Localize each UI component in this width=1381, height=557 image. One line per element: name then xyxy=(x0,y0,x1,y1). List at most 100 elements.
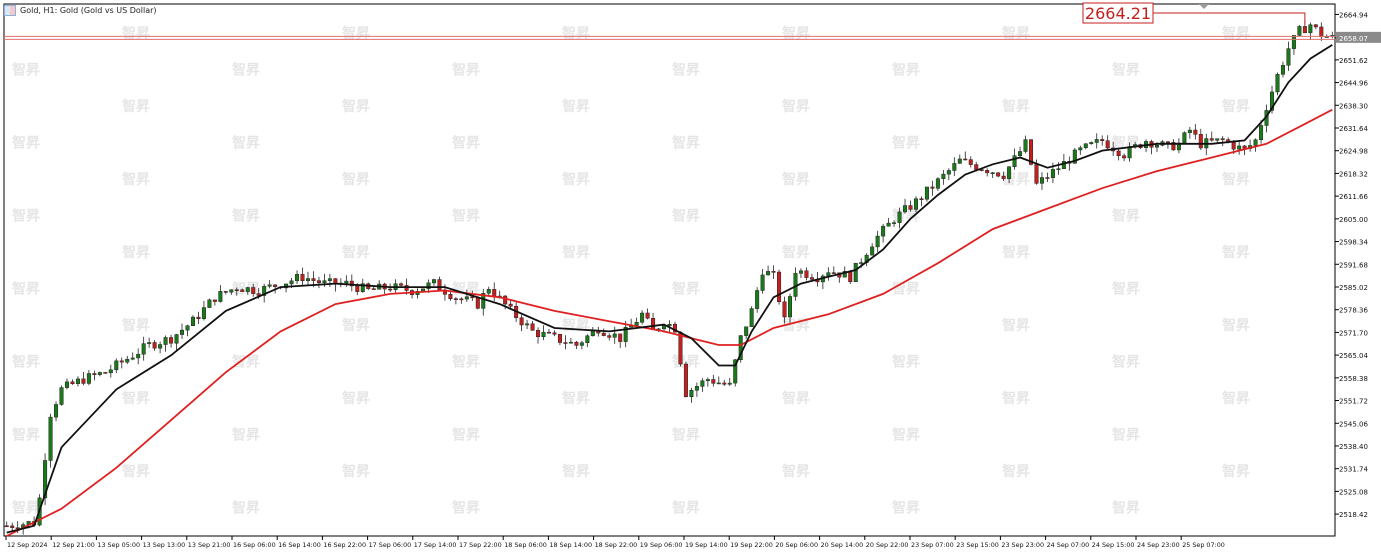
candle[interactable] xyxy=(552,332,557,335)
candle[interactable] xyxy=(892,222,897,224)
candle[interactable] xyxy=(503,295,508,305)
candle[interactable] xyxy=(705,379,710,382)
candle[interactable] xyxy=(262,286,267,296)
candle[interactable] xyxy=(546,331,552,334)
candle[interactable] xyxy=(54,404,59,418)
candle[interactable] xyxy=(48,416,53,461)
candle[interactable] xyxy=(1094,139,1099,143)
candle[interactable] xyxy=(196,316,201,319)
candle[interactable] xyxy=(251,287,256,294)
candle[interactable] xyxy=(305,278,310,281)
candle[interactable] xyxy=(875,235,880,248)
candle[interactable] xyxy=(557,333,562,343)
candle[interactable] xyxy=(826,272,831,277)
candle[interactable] xyxy=(1078,147,1083,151)
candle[interactable] xyxy=(678,331,683,365)
candle[interactable] xyxy=(749,308,754,328)
candle[interactable] xyxy=(640,312,645,323)
candle[interactable] xyxy=(579,342,584,346)
candle[interactable] xyxy=(10,525,15,528)
candle[interactable] xyxy=(344,280,349,284)
candle[interactable] xyxy=(1007,166,1012,179)
candle[interactable] xyxy=(979,169,984,171)
candle[interactable] xyxy=(1012,155,1017,167)
candle[interactable] xyxy=(470,296,475,299)
candle[interactable] xyxy=(1280,65,1285,75)
candle[interactable] xyxy=(1187,129,1192,133)
candle[interactable] xyxy=(1023,139,1028,152)
candle[interactable] xyxy=(1116,150,1121,156)
candle[interactable] xyxy=(886,222,891,227)
candle[interactable] xyxy=(1319,26,1324,38)
candle[interactable] xyxy=(590,330,595,337)
candle[interactable] xyxy=(371,288,376,290)
candle[interactable] xyxy=(190,316,195,326)
candle[interactable] xyxy=(1001,175,1006,179)
candle[interactable] xyxy=(612,333,617,338)
candle[interactable] xyxy=(1061,161,1066,170)
candle[interactable] xyxy=(683,363,688,397)
candle[interactable] xyxy=(623,326,628,342)
candle[interactable] xyxy=(218,291,223,302)
candle[interactable] xyxy=(831,272,836,274)
candle[interactable] xyxy=(1313,24,1318,28)
candle[interactable] xyxy=(59,387,64,405)
candle[interactable] xyxy=(245,287,250,292)
candle[interactable] xyxy=(1286,48,1291,66)
candle[interactable] xyxy=(996,172,1001,177)
candle[interactable] xyxy=(859,262,864,264)
candle[interactable] xyxy=(541,331,546,338)
candle[interactable] xyxy=(97,372,102,375)
candle[interactable] xyxy=(585,335,590,343)
candle[interactable] xyxy=(766,271,771,276)
candle[interactable] xyxy=(388,288,393,291)
candle[interactable] xyxy=(464,296,469,300)
candle[interactable] xyxy=(985,170,990,174)
candle[interactable] xyxy=(399,283,404,286)
candle[interactable] xyxy=(1308,24,1313,34)
candle[interactable] xyxy=(711,379,716,384)
candle[interactable] xyxy=(1259,125,1264,140)
candle[interactable] xyxy=(798,270,803,274)
candle[interactable] xyxy=(574,341,579,346)
candle[interactable] xyxy=(935,178,940,189)
candle[interactable] xyxy=(853,262,858,283)
candle[interactable] xyxy=(349,280,354,287)
candle[interactable] xyxy=(64,381,69,388)
candle[interactable] xyxy=(1072,149,1077,164)
candle[interactable] xyxy=(1291,35,1296,49)
candle[interactable] xyxy=(256,293,261,296)
candle[interactable] xyxy=(180,329,185,335)
candle[interactable] xyxy=(70,381,75,385)
candle[interactable] xyxy=(1089,142,1094,145)
candle[interactable] xyxy=(755,290,760,309)
candle[interactable] xyxy=(848,271,853,283)
candle[interactable] xyxy=(86,373,91,384)
candle[interactable] xyxy=(842,271,847,278)
candle[interactable] xyxy=(744,326,749,336)
candle[interactable] xyxy=(163,337,168,345)
candle[interactable] xyxy=(1193,129,1198,135)
candle[interactable] xyxy=(75,378,80,385)
candle[interactable] xyxy=(1302,26,1307,34)
candle[interactable] xyxy=(689,390,694,397)
candle[interactable] xyxy=(1253,139,1258,146)
candle[interactable] xyxy=(92,373,97,375)
candle[interactable] xyxy=(1297,26,1302,36)
candle[interactable] xyxy=(1231,142,1236,150)
candle[interactable] xyxy=(568,341,573,344)
candle[interactable] xyxy=(662,325,667,330)
candle[interactable] xyxy=(1018,151,1023,156)
candle[interactable] xyxy=(1209,138,1214,141)
candle[interactable] xyxy=(311,278,316,281)
candle[interactable] xyxy=(716,382,721,385)
candle[interactable] xyxy=(1182,132,1187,144)
candle[interactable] xyxy=(946,170,951,175)
candle[interactable] xyxy=(289,280,294,285)
candle[interactable] xyxy=(787,296,793,318)
candle[interactable] xyxy=(508,303,513,307)
candle[interactable] xyxy=(295,274,300,282)
candle[interactable] xyxy=(169,337,174,344)
candle[interactable] xyxy=(694,386,699,391)
